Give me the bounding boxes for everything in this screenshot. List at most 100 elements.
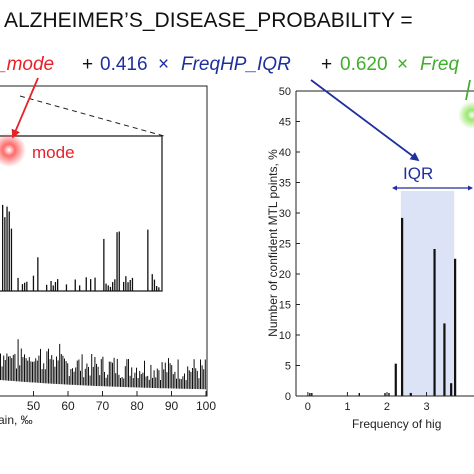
term1-variable: _mode [0,54,54,75]
right-y-axis-label: Number of confident MTL points, % [266,149,280,337]
histogram-bar [401,217,404,396]
y-tick-label: 15 [279,300,291,312]
inset-bar [125,276,127,291]
histogram-bar [41,369,43,384]
inset-bar [4,217,6,291]
inset-bar [153,279,156,291]
histogram-bar [94,357,96,386]
green-pointer-arrow [465,79,471,101]
times-sign-2: × [158,54,169,75]
y-tick-label: 40 [279,147,291,159]
histogram-bar [56,356,57,384]
histogram-bar [78,359,80,386]
histogram-bar [100,359,102,387]
histogram-bar [19,365,21,382]
histogram-bar [443,323,446,396]
histogram-bar [3,355,5,381]
histogram-bar [112,362,113,387]
histogram-bar [60,354,62,385]
inset-bar [114,279,116,291]
histogram-bar [433,248,436,396]
histogram-bar [91,354,93,386]
inset-bar [57,279,59,291]
histogram-bar [0,353,1,380]
histogram-bar [176,378,177,389]
histogram-bar [166,372,168,389]
inset-bar [116,232,118,291]
histogram-bar [147,375,149,388]
histogram-bar [38,355,40,383]
left-x-axis-label: ain, ‰ [0,413,33,427]
histogram-bar [163,369,165,389]
x-tick-label: 2 [384,401,390,413]
histogram-bar [32,361,33,383]
inset-bar [8,211,10,291]
histogram-bar [88,367,89,386]
inset-bar [2,204,4,291]
formula-title: ALZHEIMER’S_DISEASE_PROBABILITY = [4,9,413,32]
histogram-bar [113,357,115,387]
inset-bar [21,284,24,291]
y-tick-label: 50 [279,86,291,98]
histogram-bar [129,375,131,388]
histogram-bar [142,372,144,388]
y-tick-label: 35 [279,178,291,190]
histogram-bar [196,370,198,389]
histogram-bar [72,368,73,385]
histogram-bar [89,375,91,386]
histogram-bar [102,356,104,387]
histogram-bar [184,373,185,389]
histogram-bar [54,366,56,384]
inset-bar [90,279,92,291]
histogram-bar [62,355,64,385]
histogram-bar [126,359,128,388]
histogram-bar [40,348,41,383]
histogram-bar [160,380,161,389]
histogram-bar [454,258,457,396]
histogram-bar [123,378,125,387]
histogram-bar [6,353,8,381]
histogram-bar [177,359,179,389]
histogram-bar [17,339,19,382]
x-tick-label: 80 [130,399,144,413]
plus-sign-1: + [82,54,93,75]
coefficient-3: 0.620 [340,54,388,75]
histogram-bar [97,366,99,387]
small-bar [388,393,390,396]
coefficient-2: 0.416 [100,54,148,75]
histogram-bar [14,353,16,382]
formula-terms: _mode + 0.416 × FreqHP_IQR + 0.620 × Fre… [0,54,460,75]
histogram-bar [203,369,205,390]
histogram-bar [48,348,49,384]
histogram-bar [4,360,6,381]
histogram-bar [22,357,24,382]
histogram-bar [131,367,133,388]
histogram-bar [155,377,157,388]
histogram-bar [75,367,77,385]
histogram-bar [81,354,83,386]
histogram-bar [169,363,171,389]
histogram-bar [134,372,136,388]
histogram-bar [168,358,169,389]
inset-bar [127,282,129,291]
histogram-bar [46,351,48,384]
mode-glow [0,133,26,167]
inset-bar [123,281,125,291]
histogram-bar [118,374,120,387]
left-x-axis-ticks: 50 60 70 80 90 100 [27,391,216,413]
term2-variable: FreqHP_IQR [181,54,291,75]
x-tick-label: 3 [423,401,429,413]
histogram-bar [1,366,3,381]
small-bar [309,393,311,396]
x-tick-label: 0 [305,401,311,413]
histogram-bar [68,376,70,385]
mode-label: mode [32,143,75,162]
histogram-bar [28,357,30,383]
inset-connector [19,95,165,137]
inset-bar [10,228,13,291]
histogram-bar [152,377,153,388]
histogram-bar [174,371,176,389]
histogram-bar [164,362,166,389]
histogram-bar [172,374,174,389]
